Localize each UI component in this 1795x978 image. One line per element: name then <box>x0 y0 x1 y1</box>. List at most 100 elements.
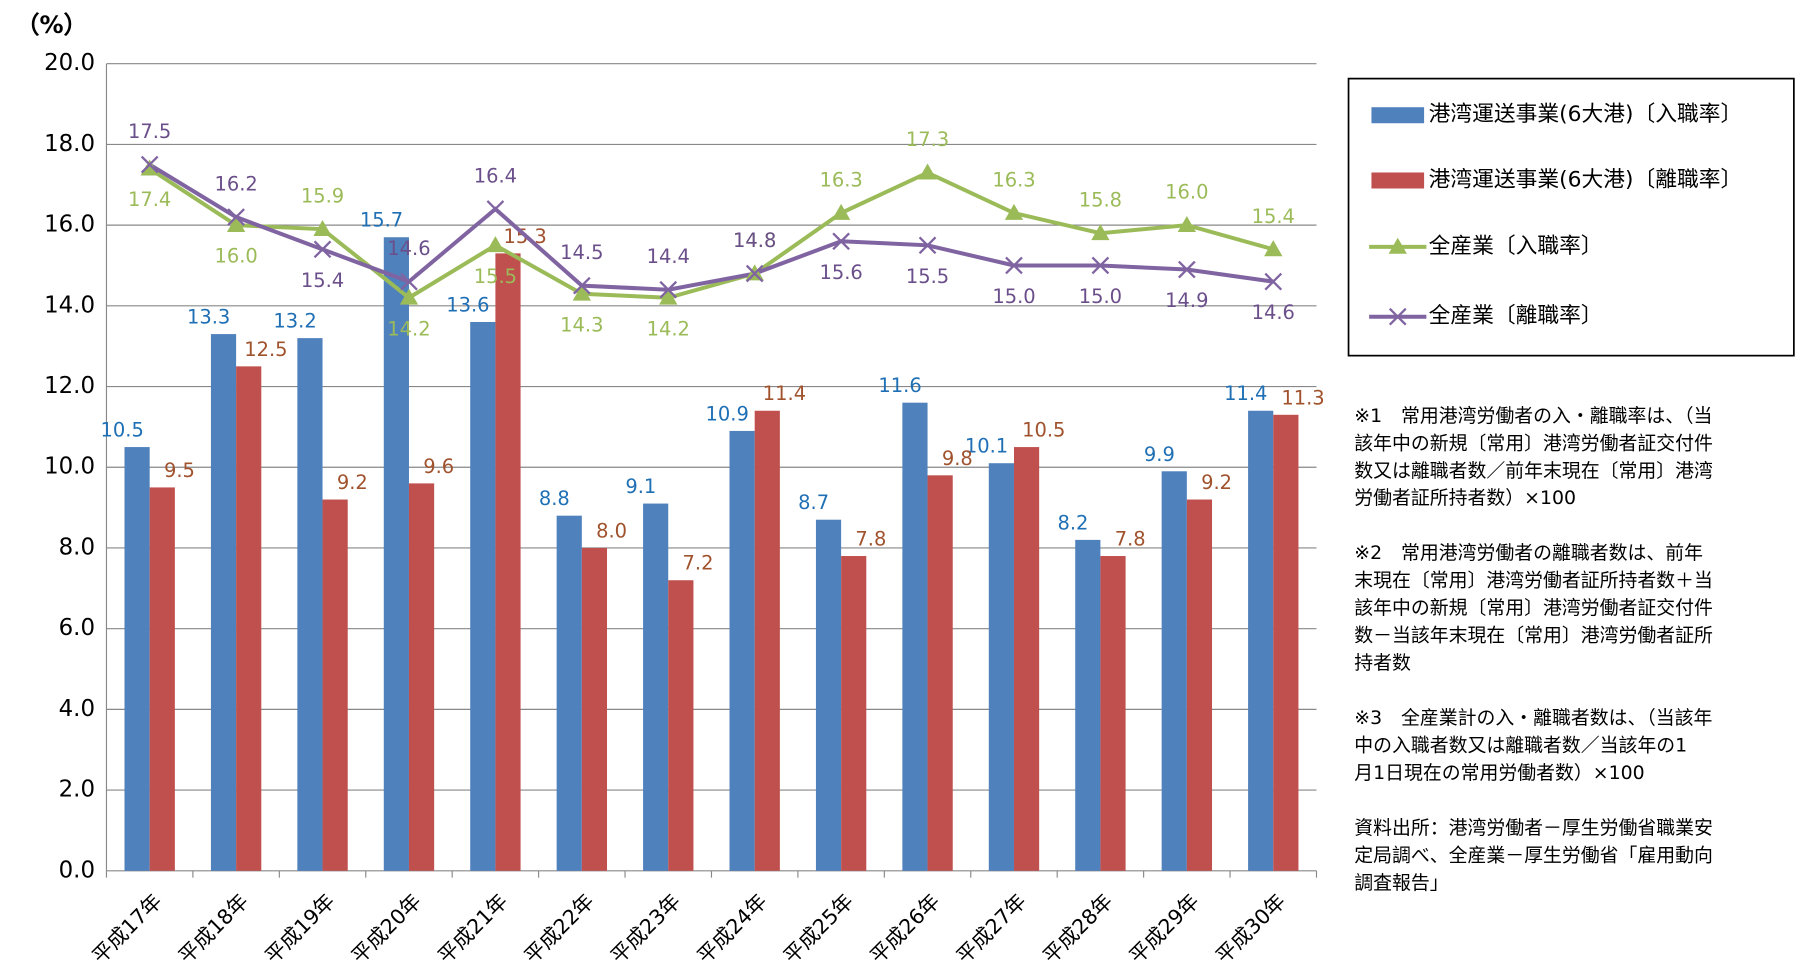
data-label: 7.8 <box>1115 527 1146 550</box>
data-label: 10.5 <box>101 419 144 442</box>
legend-marker <box>1388 307 1407 326</box>
note-line: 中の入職者数又は離職者数／当該年の1 <box>1354 735 1687 757</box>
bar <box>383 237 409 871</box>
marker <box>1177 215 1196 232</box>
data-label: 16.0 <box>214 245 257 268</box>
bar <box>1248 410 1274 871</box>
data-label: 15.6 <box>819 261 862 284</box>
y-tick-label: 2.0 <box>59 777 95 803</box>
bar <box>124 447 150 871</box>
marker <box>1004 203 1024 220</box>
note-line: 該年中の新規〔常用〕港湾労働者証交付件 <box>1354 597 1713 619</box>
marker <box>745 264 764 283</box>
data-label: 12.5 <box>244 338 287 361</box>
data-label: 15.9 <box>301 185 344 208</box>
legend-label: 港湾運送事業(6大港)〔離職率〕 <box>1429 167 1743 192</box>
marker <box>400 272 418 291</box>
data-label: 16.3 <box>992 168 1035 191</box>
note-line: 月1日現在の常用労働者数）×100 <box>1354 762 1644 784</box>
marker <box>573 276 591 295</box>
data-label: 16.4 <box>474 164 517 187</box>
marker <box>226 215 246 232</box>
data-label: 8.0 <box>596 519 627 542</box>
legend-label: 全産業〔入職率〕 <box>1429 234 1603 259</box>
data-label: 8.2 <box>1057 511 1088 534</box>
note-line: 調査報告」 <box>1354 872 1448 894</box>
data-label: 9.2 <box>1201 471 1232 494</box>
marker <box>313 220 332 237</box>
data-label: 15.0 <box>992 285 1035 308</box>
data-label: 10.5 <box>1022 419 1065 442</box>
data-label: 11.4 <box>1224 382 1267 405</box>
marker <box>313 240 332 259</box>
data-label: 9.5 <box>164 459 195 482</box>
x-tick-label: 平成24年 <box>692 889 771 968</box>
data-label: 11.4 <box>763 382 806 405</box>
note-line: 末現在〔常用〕港湾労働者証所持者数＋当 <box>1354 570 1713 592</box>
x-tick-label: 平成19年 <box>260 889 339 968</box>
x-tick-label: 平成30年 <box>1211 889 1290 968</box>
note-line: 該年中の新規〔常用〕港湾労働者証交付件 <box>1354 432 1713 454</box>
bar <box>927 475 953 871</box>
data-label: 15.5 <box>474 265 517 288</box>
bar <box>581 547 608 871</box>
data-label: 13.6 <box>446 293 489 316</box>
data-label: 15.0 <box>1079 285 1122 308</box>
data-label: 11.6 <box>878 374 921 397</box>
marker <box>1264 240 1283 257</box>
data-label: 15.4 <box>1252 205 1295 228</box>
data-label: 8.8 <box>539 487 570 510</box>
marker <box>1005 256 1023 275</box>
legend-marker <box>1388 237 1407 254</box>
marker <box>227 208 245 226</box>
x-tick-label: 平成18年 <box>174 889 253 968</box>
x-tick-label: 平成26年 <box>865 889 944 968</box>
marker <box>832 232 850 251</box>
data-label: 14.4 <box>647 245 690 268</box>
bar <box>297 338 323 871</box>
x-tick-label: 平成20年 <box>347 889 426 968</box>
bar <box>470 321 496 871</box>
y-tick-label: 6.0 <box>59 615 95 641</box>
data-label: 14.6 <box>387 237 430 260</box>
data-label: 15.5 <box>906 265 949 288</box>
legend-label: 全産業〔離職率〕 <box>1429 304 1603 329</box>
bar <box>729 430 755 871</box>
line <box>148 166 1274 301</box>
bar <box>556 515 582 871</box>
data-label: 13.2 <box>273 310 316 333</box>
legend-swatch <box>1371 172 1425 189</box>
data-label: 16.0 <box>1165 181 1208 204</box>
data-label: 14.6 <box>1252 301 1295 324</box>
y-tick-label: 18.0 <box>44 131 95 157</box>
note-line: 資料出所：港湾労働者－厚生労働省職業安 <box>1354 817 1713 839</box>
x-tick-label: 平成22年 <box>520 889 599 968</box>
y-tick-label: 0.0 <box>59 857 95 883</box>
y-tick-label: 20.0 <box>44 50 95 76</box>
data-label: 9.1 <box>625 475 656 498</box>
marker <box>831 203 851 220</box>
data-label: 9.9 <box>1144 443 1175 466</box>
data-label: 14.5 <box>560 241 603 264</box>
y-tick-label: 4.0 <box>59 696 95 722</box>
bar <box>668 580 694 871</box>
data-label: 9.2 <box>337 471 368 494</box>
data-label: 8.7 <box>798 491 829 514</box>
legend-swatch <box>1371 107 1425 124</box>
data-label: 10.9 <box>706 402 749 425</box>
y-tick-label: 16.0 <box>44 212 95 238</box>
bar <box>495 253 521 871</box>
bar <box>1273 414 1299 871</box>
y-axis-unit: （%） <box>15 11 87 39</box>
bar <box>322 499 348 871</box>
marker <box>1091 224 1110 241</box>
data-label: 14.8 <box>733 229 776 252</box>
data-label: 17.5 <box>128 120 171 143</box>
note-line: ※3 全産業計の入・離職者数は、（当該年 <box>1354 707 1712 729</box>
data-label: 11.3 <box>1281 386 1324 409</box>
data-label: 9.8 <box>942 447 973 470</box>
note-line: 持者数 <box>1354 652 1411 674</box>
bar <box>236 366 262 871</box>
data-label: 14.2 <box>647 317 690 340</box>
bar <box>643 503 669 871</box>
